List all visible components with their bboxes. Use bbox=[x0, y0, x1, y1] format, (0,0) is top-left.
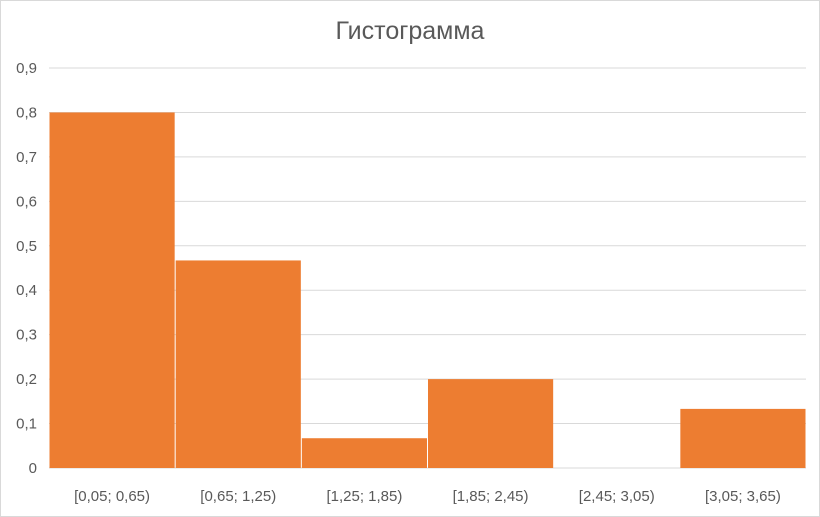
x-tick-label: [2,45; 3,05) bbox=[579, 488, 655, 505]
x-tick-label: [0,05; 0,65) bbox=[74, 488, 150, 505]
gridlines bbox=[49, 67, 806, 469]
y-tick-label: 0,7 bbox=[16, 149, 37, 166]
histogram-bar bbox=[49, 112, 175, 468]
y-tick-label: 0,3 bbox=[16, 327, 37, 344]
histogram-bar bbox=[428, 379, 554, 468]
x-tick-label: [3,05; 3,65) bbox=[705, 488, 781, 505]
y-axis-ticks: 0 0,1 0,2 0,3 0,4 0,5 0,6 0,7 0,8 0,9 bbox=[16, 60, 37, 477]
y-tick-label: 0,8 bbox=[16, 104, 37, 121]
bars bbox=[49, 112, 806, 468]
x-tick-label: [1,25; 1,85) bbox=[326, 488, 402, 505]
histogram-bar bbox=[301, 438, 427, 468]
x-tick-label: [0,65; 1,25) bbox=[200, 488, 276, 505]
y-tick-label: 0,2 bbox=[16, 371, 37, 388]
y-tick-label: 0,6 bbox=[16, 193, 37, 210]
y-tick-label: 0,5 bbox=[16, 238, 37, 255]
chart-title: Гистограмма bbox=[335, 17, 485, 45]
histogram-bar bbox=[680, 408, 806, 468]
y-tick-label: 0,9 bbox=[16, 60, 37, 77]
y-tick-label: 0,1 bbox=[16, 416, 37, 433]
y-tick-label: 0,4 bbox=[16, 282, 37, 299]
y-tick-label: 0 bbox=[29, 460, 37, 477]
x-tick-label: [1,85; 2,45) bbox=[453, 488, 529, 505]
x-axis-ticks: [0,05; 0,65) [0,65; 1,25) [1,25; 1,85) [1,8… bbox=[74, 488, 781, 505]
histogram-bar bbox=[175, 260, 301, 468]
